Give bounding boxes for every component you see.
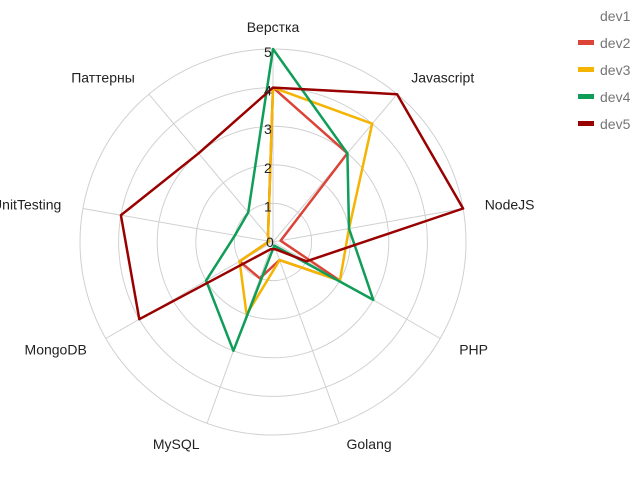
axis-label-верстка: Верстка — [247, 19, 300, 35]
legend-item-dev4[interactable]: dev4 — [578, 89, 631, 105]
legend-swatch-dev5 — [578, 121, 594, 126]
legend-swatch-dev4 — [578, 94, 594, 99]
tick-label-3: 3 — [264, 121, 272, 137]
legend-item-dev1[interactable]: dev1 — [600, 8, 631, 24]
legend-item-dev2[interactable]: dev2 — [578, 35, 631, 51]
legend-label-dev3: dev3 — [600, 62, 631, 78]
legend: dev1 dev2 dev3 dev4 dev5 — [578, 8, 631, 132]
tick-label-2: 2 — [264, 160, 272, 176]
tick-label-4: 4 — [264, 83, 272, 99]
axis-label-unittesting: UnitTesting — [0, 197, 61, 213]
axis-label-паттерны: Паттерны — [71, 69, 135, 85]
radar-series — [119, 47, 465, 353]
legend-label-dev4: dev4 — [600, 89, 631, 105]
legend-label-dev2: dev2 — [600, 35, 631, 51]
spoke-паттерны — [148, 93, 274, 243]
tick-label-0: 0 — [266, 234, 274, 250]
legend-swatch-dev3 — [578, 67, 594, 72]
legend-swatch-dev2 — [578, 40, 594, 45]
tick-label-5: 5 — [264, 44, 272, 60]
series-dev3-polygon — [238, 86, 374, 316]
axis-label-javascript: Javascript — [411, 69, 474, 85]
radial-tick-labels: 0 1 2 3 4 5 — [264, 44, 274, 250]
spoke-nodejs — [272, 207, 464, 243]
axis-label-mysql: MySQL — [153, 436, 200, 452]
spoke-unittesting — [82, 207, 274, 243]
tick-label-1: 1 — [264, 198, 272, 214]
axis-label-golang: Golang — [347, 436, 392, 452]
spoke-golang — [272, 241, 340, 424]
legend-item-dev5[interactable]: dev5 — [578, 116, 631, 132]
axis-label-mongodb: MongoDB — [25, 342, 87, 358]
axis-labels: Верстка Javascript NodeJS PHP Golang MySQL Mon… — [0, 19, 535, 452]
series-dev4-polygon — [204, 47, 375, 353]
legend-item-dev3[interactable]: dev3 — [578, 62, 631, 78]
legend-label-dev1: dev1 — [600, 8, 631, 24]
axis-label-php: PHP — [459, 342, 488, 358]
series-dev5-polygon — [119, 86, 465, 321]
legend-label-dev5: dev5 — [600, 116, 631, 132]
axis-label-nodejs: NodeJS — [485, 197, 535, 213]
